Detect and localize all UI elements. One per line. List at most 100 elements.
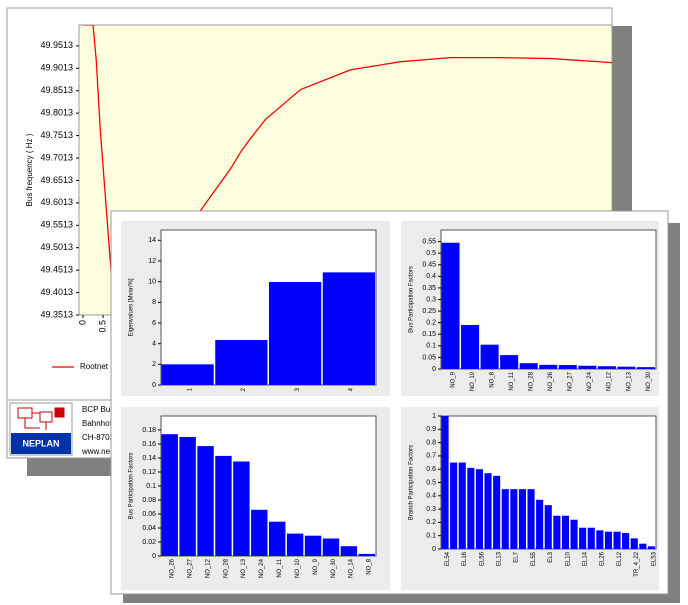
bar (441, 416, 449, 549)
x-tick-label: EL7 (514, 551, 520, 562)
bar (286, 533, 304, 556)
bar (636, 367, 655, 369)
bar (215, 455, 232, 556)
x-tick-label: EL12 (617, 551, 623, 566)
x-tick-label: NO_30 (331, 558, 337, 578)
y-tick-label: 4 (152, 341, 156, 348)
bar (304, 535, 322, 556)
bar (518, 489, 526, 549)
x-tick-label: NO_24 (587, 371, 593, 391)
y-tick-label: 49.4013 (40, 287, 73, 297)
bar (441, 242, 460, 369)
x-tick-label: EL10 (565, 551, 571, 566)
bar (597, 366, 616, 369)
footer-line: BCP Bu (82, 405, 110, 414)
y-tick-label: 49.8513 (40, 85, 73, 95)
x-tick-label: NO_10 (470, 371, 476, 391)
y-tick-label: 0.5 (426, 250, 436, 257)
x-tick-label: NO_28 (223, 558, 229, 578)
bar (587, 527, 595, 549)
x-tick-label: EL54 (445, 551, 451, 566)
bar (539, 364, 558, 369)
bar (536, 499, 544, 549)
x-tick-label: NO_10 (295, 558, 301, 578)
y-tick-label: 0.15 (422, 331, 436, 338)
x-tick-label: NO_27 (568, 371, 574, 391)
y-tick-label: 0 (152, 553, 156, 560)
y-tick-label: 14 (148, 237, 156, 244)
x-tick-label: 2 (241, 387, 247, 391)
x-tick-label: 0 (77, 320, 87, 325)
bar (179, 437, 196, 556)
bar (613, 531, 621, 549)
y-axis-label: Bus Participation Factors (409, 266, 415, 333)
bar (570, 519, 578, 549)
x-tick-label: NO_27 (187, 558, 193, 578)
y-tick-label: 0.4 (426, 273, 436, 280)
x-tick-label: NO_13 (241, 558, 247, 578)
y-tick-label: 49.3513 (40, 309, 73, 319)
y-tick-label: 0.3 (426, 506, 436, 513)
y-axis-label: Bus frequency ( Hz ) (25, 133, 34, 206)
y-tick-label: 0 (432, 546, 436, 553)
y-tick-label: 0.18 (142, 427, 156, 434)
bar (467, 467, 475, 549)
bar (197, 446, 214, 556)
y-tick-label: 0.04 (142, 525, 156, 532)
y-axis-label: Eigenvalues [Mvar/%] (129, 278, 135, 336)
bar (340, 546, 358, 556)
y-tick-label: 0.02 (142, 539, 156, 546)
y-tick-label: 2 (152, 361, 156, 368)
x-tick-label: NO_8 (367, 558, 373, 574)
bar (269, 281, 322, 385)
bar (527, 489, 535, 549)
x-tick-label: NO_9 (450, 371, 456, 387)
y-tick-label: 0.45 (422, 262, 436, 269)
x-tick-label: NO_12 (205, 558, 211, 578)
bar (450, 462, 458, 549)
x-tick-label: NO_9 (313, 558, 319, 574)
y-tick-label: 0.7 (426, 453, 436, 460)
bar (558, 365, 577, 369)
x-tick-label: EL3 (548, 551, 554, 562)
bar (553, 515, 561, 549)
bar (322, 538, 340, 556)
y-tick-label: 0.4 (426, 493, 436, 500)
y-tick-label: 0.06 (142, 511, 156, 518)
y-tick-label: 0.8 (426, 439, 436, 446)
y-tick-label: 49.7513 (40, 130, 73, 140)
y-axis-label: Branch Participation Factors (409, 445, 415, 520)
bar (458, 462, 466, 549)
y-tick-label: 0.3 (426, 296, 436, 303)
y-tick-label: 49.5513 (40, 220, 73, 230)
y-tick-label: 0.1 (426, 533, 436, 540)
x-tick-label: NO_28 (529, 371, 535, 391)
y-tick-label: 0.2 (426, 320, 436, 327)
bar (579, 527, 587, 549)
bar (519, 363, 538, 369)
y-tick-label: 0.5 (426, 479, 436, 486)
bar (461, 324, 480, 369)
bar (622, 533, 630, 549)
bar (544, 505, 552, 549)
bar (484, 473, 492, 549)
x-tick-label: NO_13 (626, 371, 632, 391)
y-tick-label: 0 (432, 366, 436, 373)
y-tick-label: 6 (152, 320, 156, 327)
x-tick-label: NO_26 (548, 371, 554, 391)
y-tick-label: 0.14 (142, 455, 156, 462)
x-tick-label: 0.5 (97, 320, 107, 333)
y-tick-label: 12 (148, 258, 156, 265)
y-tick-label: 1 (432, 413, 436, 420)
footer-line: CH-8703 (82, 433, 115, 442)
x-tick-label: NO_11 (277, 558, 283, 577)
y-tick-label: 49.9513 (40, 40, 73, 50)
x-tick-label: EL55 (531, 551, 537, 566)
x-tick-label: EL26 (600, 551, 606, 566)
y-axis-label: Bus Participation Factors (129, 453, 135, 520)
y-tick-label: 0.12 (142, 469, 156, 476)
legend-label: Rootnet : BUS (80, 362, 131, 371)
bar (233, 461, 250, 556)
bar (358, 553, 375, 556)
